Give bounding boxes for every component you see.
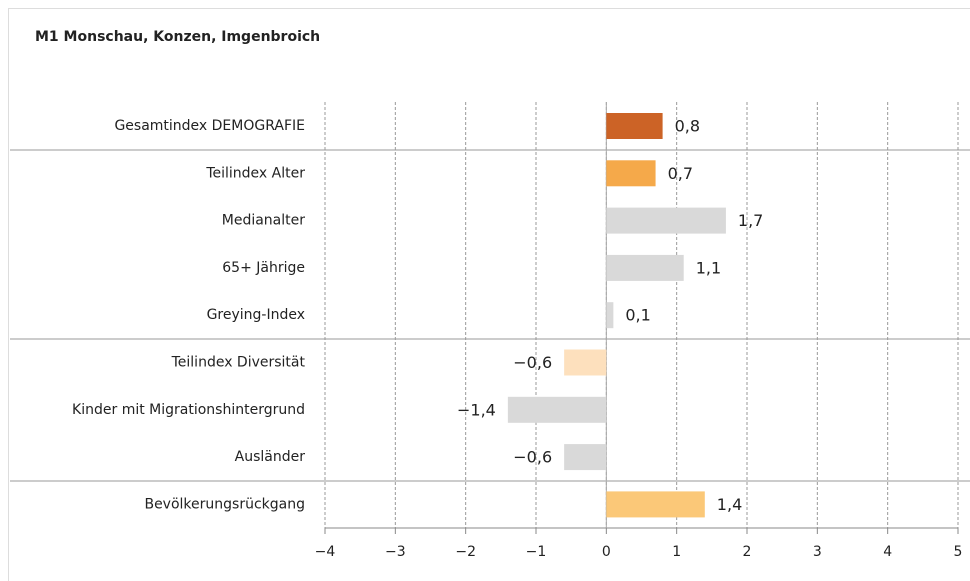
separators — [10, 149, 970, 482]
value-label: −1,4 — [457, 400, 496, 419]
y-tick-label: Ausländer — [235, 449, 306, 465]
x-tick-label: −4 — [315, 544, 336, 560]
value-label: 0,8 — [675, 117, 700, 136]
y-tick-label: Gesamtindex DEMOGRAFIE — [114, 118, 305, 134]
y-tick-label: Bevölkerungsrückgang — [144, 496, 305, 512]
bar — [606, 160, 656, 187]
value-label: 1,1 — [696, 258, 721, 277]
x-tick-label: 3 — [813, 544, 822, 560]
bar — [606, 491, 705, 518]
y-tick-label: Teilindex Alter — [205, 165, 305, 181]
value-label: −0,6 — [513, 448, 552, 467]
chart-title: M1 Monschau, Konzen, Imgenbroich — [35, 29, 320, 45]
y-tick-label: Medianalter — [222, 213, 305, 229]
x-tick-label: 4 — [883, 544, 892, 560]
y-tick-label: Kinder mit Migrationshintergrund — [72, 402, 305, 418]
bar — [606, 113, 663, 139]
value-label: 0,7 — [668, 164, 693, 183]
bar — [507, 396, 607, 423]
value-label: 1,4 — [717, 495, 742, 514]
x-tick-label: 1 — [672, 544, 681, 560]
x-tick-label: −3 — [385, 544, 406, 560]
y-tick-label: 65+ Jährige — [222, 260, 305, 276]
x-tick-label: 2 — [743, 544, 752, 560]
frame — [8, 8, 970, 581]
bar — [606, 207, 726, 234]
bar — [564, 349, 607, 376]
bar — [606, 302, 614, 329]
value-label: 0,1 — [625, 306, 650, 325]
x-tick-label: 5 — [954, 544, 963, 560]
x-tick-label: 0 — [602, 544, 611, 560]
x-tick-label: −1 — [526, 544, 547, 560]
x-tick-label: −2 — [455, 544, 476, 560]
bar — [606, 254, 684, 281]
bar — [564, 444, 607, 471]
y-tick-label: Greying-Index — [207, 307, 305, 323]
value-label: −0,6 — [513, 353, 552, 372]
value-label: 1,7 — [738, 211, 763, 230]
y-tick-label: Teilindex Diversität — [171, 355, 306, 371]
